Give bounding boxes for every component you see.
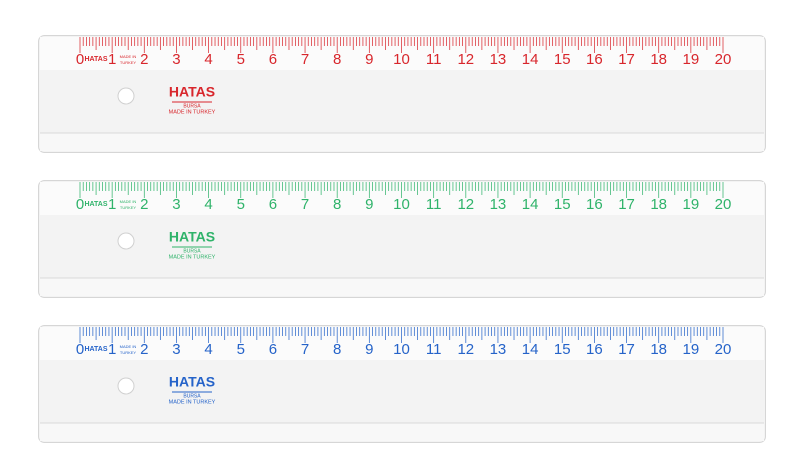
scale-label: 5	[237, 196, 245, 213]
scale-label: 9	[365, 341, 373, 358]
scale-label: 2	[140, 51, 148, 68]
scale-label: 20	[715, 51, 732, 68]
scale-label: 2	[140, 196, 148, 213]
scale-label: 6	[269, 341, 277, 358]
scale-label: 7	[301, 51, 309, 68]
scale-label: 13	[490, 341, 507, 358]
scale-label: 1	[108, 341, 116, 358]
scale-label: 10	[393, 51, 410, 68]
scale-label: 14	[522, 196, 539, 213]
scale-label: 1	[108, 196, 116, 213]
scale-label: 18	[650, 196, 667, 213]
small-origin: MADE IN	[120, 344, 137, 349]
hang-hole	[117, 87, 135, 105]
scale-label: 16	[586, 196, 603, 213]
scale-label: 12	[457, 196, 474, 213]
scale-label: 7	[301, 341, 309, 358]
scale-label: 13	[490, 196, 507, 213]
scale-label: 19	[683, 196, 700, 213]
scale-label: 8	[333, 51, 341, 68]
scale-label: 17	[618, 51, 635, 68]
scale-label: 13	[490, 51, 507, 68]
scale-label: 3	[172, 51, 180, 68]
small-brand: HATAS	[84, 346, 107, 353]
scale-label: 12	[457, 51, 474, 68]
scale-label: 15	[554, 341, 571, 358]
ruler-ticks	[79, 327, 724, 343]
brand-origin: MADE IN TURKEY	[169, 399, 216, 405]
small-origin: TURKEY	[120, 60, 137, 65]
scale-label: 11	[426, 196, 442, 213]
ruler-bottom-strip	[40, 278, 764, 296]
small-brand: HATAS	[84, 201, 107, 208]
scale-label: 12	[457, 341, 474, 358]
hang-hole	[117, 232, 135, 250]
brand-city: BURSA	[183, 248, 201, 254]
scale-label: 0	[76, 51, 84, 68]
scale-label: 16	[586, 51, 603, 68]
scale-label: 0	[76, 341, 84, 358]
scale-label: 6	[269, 51, 277, 68]
scale-label: 14	[522, 51, 539, 68]
scale-label: 4	[204, 196, 212, 213]
scale-label: 9	[365, 51, 373, 68]
scale-label: 17	[618, 196, 635, 213]
scale-label: 4	[204, 341, 212, 358]
brand-logo: HATAS	[169, 229, 215, 245]
scale-label: 10	[393, 196, 410, 213]
scale-label: 18	[650, 51, 667, 68]
ruler-ticks	[79, 182, 724, 198]
scale-label: 7	[301, 196, 309, 213]
scale-label: 5	[237, 341, 245, 358]
brand-origin: MADE IN TURKEY	[169, 109, 216, 115]
scale-label: 19	[683, 51, 700, 68]
scale-label: 15	[554, 51, 571, 68]
scale-label: 19	[683, 341, 700, 358]
small-origin: MADE IN	[120, 199, 137, 204]
scale-label: 20	[715, 196, 732, 213]
hang-hole	[117, 377, 135, 395]
ruler-ticks	[79, 37, 724, 53]
scale-label: 3	[172, 341, 180, 358]
scale-label: 18	[650, 341, 667, 358]
ruler-bottom-strip	[40, 423, 764, 441]
scale-label: 2	[140, 341, 148, 358]
scale-label: 11	[426, 51, 442, 68]
brand-origin: MADE IN TURKEY	[169, 254, 216, 260]
scale-label: 14	[522, 341, 539, 358]
scale-label: 5	[237, 51, 245, 68]
small-origin: TURKEY	[120, 205, 137, 210]
scale-label: 8	[333, 196, 341, 213]
small-brand: HATAS	[84, 56, 107, 63]
scale-label: 20	[715, 341, 732, 358]
scale-label: 9	[365, 196, 373, 213]
brand-logo: HATAS	[169, 84, 215, 100]
scale-label: 8	[333, 341, 341, 358]
small-origin: TURKEY	[120, 350, 137, 355]
scale-label: 4	[204, 51, 212, 68]
ruler-bottom-strip	[40, 133, 764, 151]
scale-label: 11	[426, 341, 442, 358]
small-origin: MADE IN	[120, 54, 137, 59]
scale-label: 1	[108, 51, 116, 68]
brand-logo: HATAS	[169, 374, 215, 390]
scale-label: 17	[618, 341, 635, 358]
brand-city: BURSA	[183, 393, 201, 399]
scale-label: 6	[269, 196, 277, 213]
scale-label: 15	[554, 196, 571, 213]
scale-label: 16	[586, 341, 603, 358]
scale-label: 3	[172, 196, 180, 213]
brand-city: BURSA	[183, 103, 201, 109]
scale-label: 10	[393, 341, 410, 358]
scale-label: 0	[76, 196, 84, 213]
